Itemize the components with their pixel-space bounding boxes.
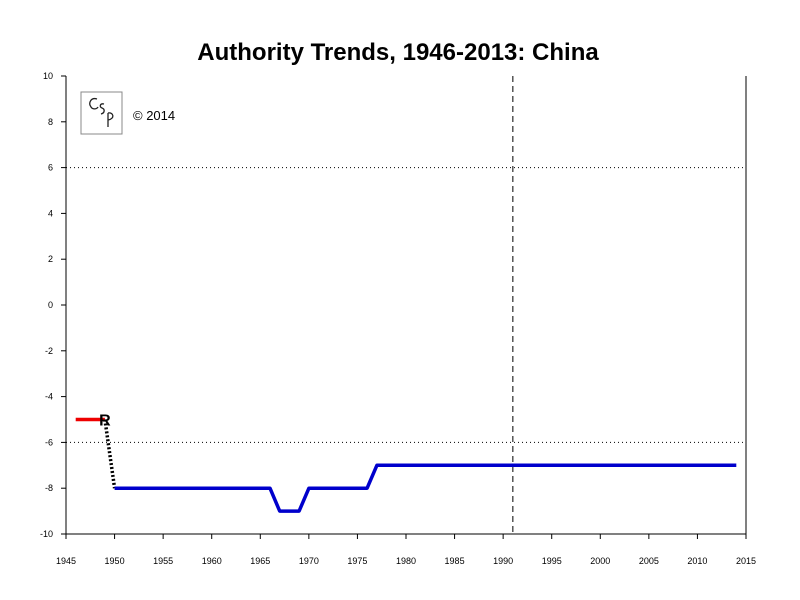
x-axis-ticks: 1945 1950 1955 1960 1965 1970 1975 1980 1985 1990… <box>56 534 756 566</box>
x-tick-label: 2015 <box>736 556 756 566</box>
x-tick-label: 2010 <box>687 556 707 566</box>
x-tick-label: 1980 <box>396 556 416 566</box>
y-tick-label: 8 <box>48 117 53 127</box>
csp-logo-box <box>80 91 123 135</box>
series-line <box>114 463 737 513</box>
x-tick-label: 1950 <box>105 556 125 566</box>
y-tick-label: 10 <box>43 71 53 81</box>
series-lines <box>75 417 737 513</box>
x-tick-label: 1975 <box>347 556 367 566</box>
y-tick-label: -6 <box>45 437 53 447</box>
x-tick-label: 1995 <box>542 556 562 566</box>
y-tick-label: 0 <box>48 300 53 310</box>
copyright-text: © 2014 <box>133 108 175 123</box>
y-axis-ticks: 10 8 6 4 2 0 -2 -4 -6 -8 -10 <box>40 71 66 539</box>
annotation-label: R <box>99 413 111 430</box>
y-tick-label: 6 <box>48 163 53 173</box>
series-line <box>103 419 117 489</box>
x-tick-label: 1955 <box>153 556 173 566</box>
chart-title: Authority Trends, 1946-2013: China <box>197 39 599 66</box>
x-tick-label: 1965 <box>250 556 270 566</box>
y-tick-label: -4 <box>45 392 53 402</box>
csp-logo <box>80 91 123 135</box>
x-tick-label: 1990 <box>493 556 513 566</box>
y-tick-label: 2 <box>48 254 53 264</box>
x-tick-label: 2000 <box>590 556 610 566</box>
y-tick-label: -10 <box>40 529 53 539</box>
reference-lines <box>66 76 746 534</box>
csp-logo-mark <box>89 97 114 127</box>
y-tick-label: -8 <box>45 483 53 493</box>
x-tick-label: 1985 <box>445 556 465 566</box>
x-tick-label: 1970 <box>299 556 319 566</box>
y-tick-label: 4 <box>48 208 53 218</box>
annotations: R <box>99 413 111 430</box>
x-tick-label: 1960 <box>202 556 222 566</box>
x-tick-label: 1945 <box>56 556 76 566</box>
y-tick-label: -2 <box>45 346 53 356</box>
x-tick-label: 2005 <box>639 556 659 566</box>
